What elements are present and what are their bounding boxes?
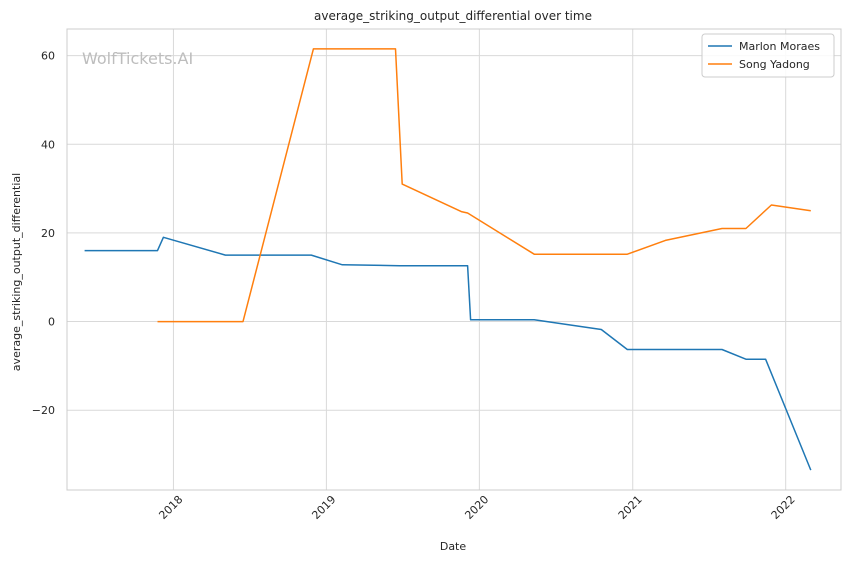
plot-frame xyxy=(66,28,842,491)
x-axis-label: Date xyxy=(440,540,467,553)
y-tick-label: 20 xyxy=(41,227,55,240)
legend-entry-marlon-moraes: Marlon Moraes xyxy=(739,40,820,53)
y-axis-label: average_striking_output_differential xyxy=(10,173,23,371)
legend-entry-song-yadong: Song Yadong xyxy=(739,58,810,71)
y-axis-ticks: −20 0 20 40 60 xyxy=(32,50,55,418)
legend: Marlon Moraes Song Yadong xyxy=(701,33,835,78)
y-tick-label: 60 xyxy=(41,50,55,63)
series-line-marlon-moraes xyxy=(84,236,812,471)
y-tick-label: 40 xyxy=(41,138,55,151)
series-lines xyxy=(84,48,812,471)
y-tick-label: 0 xyxy=(48,316,55,329)
y-tick-label: −20 xyxy=(32,404,55,417)
series-line-song-yadong xyxy=(157,48,811,323)
watermark: WolfTickets.AI xyxy=(82,49,193,68)
legend-box xyxy=(701,33,835,78)
chart-title: average_striking_output_differential ove… xyxy=(314,9,592,23)
